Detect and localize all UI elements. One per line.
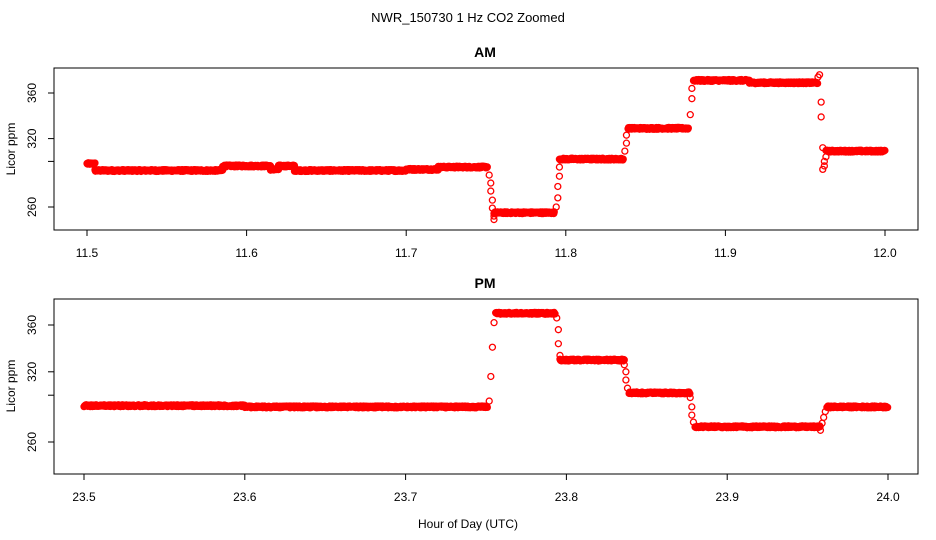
data-point xyxy=(490,215,498,224)
x-tick-label: 11.7 xyxy=(395,246,418,260)
y-tick-label: 260 xyxy=(25,197,39,217)
x-tick-label: 23.5 xyxy=(72,490,96,504)
data-point xyxy=(488,204,497,212)
data-point xyxy=(488,343,497,351)
data-point xyxy=(821,407,829,416)
data-point xyxy=(820,413,828,422)
x-tick-label: 11.5 xyxy=(76,246,99,260)
x-tick-label: 11.9 xyxy=(714,246,737,260)
x-tick-label: 23.8 xyxy=(555,490,579,504)
data-point xyxy=(817,98,825,106)
data-point xyxy=(819,165,827,174)
y-tick-label: 320 xyxy=(25,361,39,381)
data-point xyxy=(622,376,630,384)
data-point xyxy=(554,182,562,191)
data-point xyxy=(686,393,694,402)
data-point xyxy=(684,124,692,132)
data-point xyxy=(487,179,495,187)
data-point xyxy=(819,144,827,152)
data-point xyxy=(622,139,631,147)
x-tick-label: 11.8 xyxy=(555,246,578,260)
data-point xyxy=(623,384,632,392)
y-tick-label: 360 xyxy=(25,83,39,103)
panel-am-title: AM xyxy=(474,44,496,60)
data-point xyxy=(815,71,824,79)
data-point xyxy=(555,163,564,171)
data-point xyxy=(554,340,563,348)
panel-pm-plot-frame xyxy=(53,298,919,475)
panel-am: AM 11.5 11.6 11.7 11.8 11.9 12.0 260 320 360 Li… xyxy=(4,44,919,260)
data-point xyxy=(621,147,629,155)
data-point xyxy=(622,131,631,139)
data-point xyxy=(485,397,493,405)
data-point xyxy=(555,172,564,180)
data-point xyxy=(619,155,627,163)
data-point xyxy=(688,84,696,93)
data-point xyxy=(552,203,560,211)
data-point xyxy=(883,403,892,412)
data-point xyxy=(551,310,559,318)
data-point xyxy=(820,157,828,166)
data-point xyxy=(554,326,563,334)
panel-pm-y-label: Licor ppm xyxy=(4,360,18,413)
x-tick-label: 24.0 xyxy=(876,490,900,504)
x-tick-label: 12.0 xyxy=(873,246,897,260)
panel-pm-y-axis: 260 320 360 xyxy=(25,315,54,452)
panel-pm-points xyxy=(80,308,892,434)
x-tick-label: 23.6 xyxy=(233,490,257,504)
data-point xyxy=(620,361,628,369)
data-point xyxy=(620,356,628,364)
panel-am-y-label: Licor ppm xyxy=(4,123,18,176)
panel-am-x-axis: 11.5 11.6 11.7 11.8 11.9 12.0 xyxy=(76,230,897,260)
y-tick-label: 260 xyxy=(25,432,39,452)
x-tick-label: 11.6 xyxy=(235,246,258,260)
data-point xyxy=(490,319,498,327)
data-point xyxy=(817,113,825,121)
data-point xyxy=(688,403,696,411)
data-point xyxy=(686,390,694,398)
y-tick-label: 360 xyxy=(25,315,39,335)
data-point xyxy=(556,351,564,360)
data-point xyxy=(487,187,495,195)
data-point xyxy=(622,368,630,376)
data-point xyxy=(483,163,491,171)
x-tick-label: 23.9 xyxy=(716,490,740,504)
data-point xyxy=(688,95,696,103)
panel-am-y-axis: 260 320 360 xyxy=(25,83,54,217)
y-tick-label: 320 xyxy=(25,128,39,148)
data-point xyxy=(483,403,491,412)
data-point xyxy=(553,314,561,322)
data-point xyxy=(485,171,493,179)
chart-title: NWR_150730 1 Hz CO2 Zoomed xyxy=(371,10,565,25)
panel-am-plot-frame xyxy=(53,67,919,231)
data-point xyxy=(686,111,694,119)
panel-am-points xyxy=(83,71,889,224)
x-tick-label: 23.7 xyxy=(394,490,418,504)
panel-pm-title: PM xyxy=(475,275,496,291)
data-point xyxy=(881,146,889,155)
panel-pm: PM 23.5 23.6 23.7 23.8 23.9 24.0 260 320 360 Li… xyxy=(4,275,919,504)
data-point xyxy=(688,411,696,419)
data-point xyxy=(488,196,497,204)
data-point xyxy=(554,194,562,202)
data-point xyxy=(487,372,495,381)
data-point xyxy=(490,212,498,220)
data-point xyxy=(816,426,825,434)
data-point xyxy=(822,153,830,161)
data-point xyxy=(689,418,698,426)
data-point xyxy=(820,162,828,170)
data-point xyxy=(91,159,99,167)
panel-pm-x-axis: 23.5 23.6 23.7 23.8 23.9 24.0 xyxy=(72,474,900,504)
x-axis-label: Hour of Day (UTC) xyxy=(418,517,518,531)
